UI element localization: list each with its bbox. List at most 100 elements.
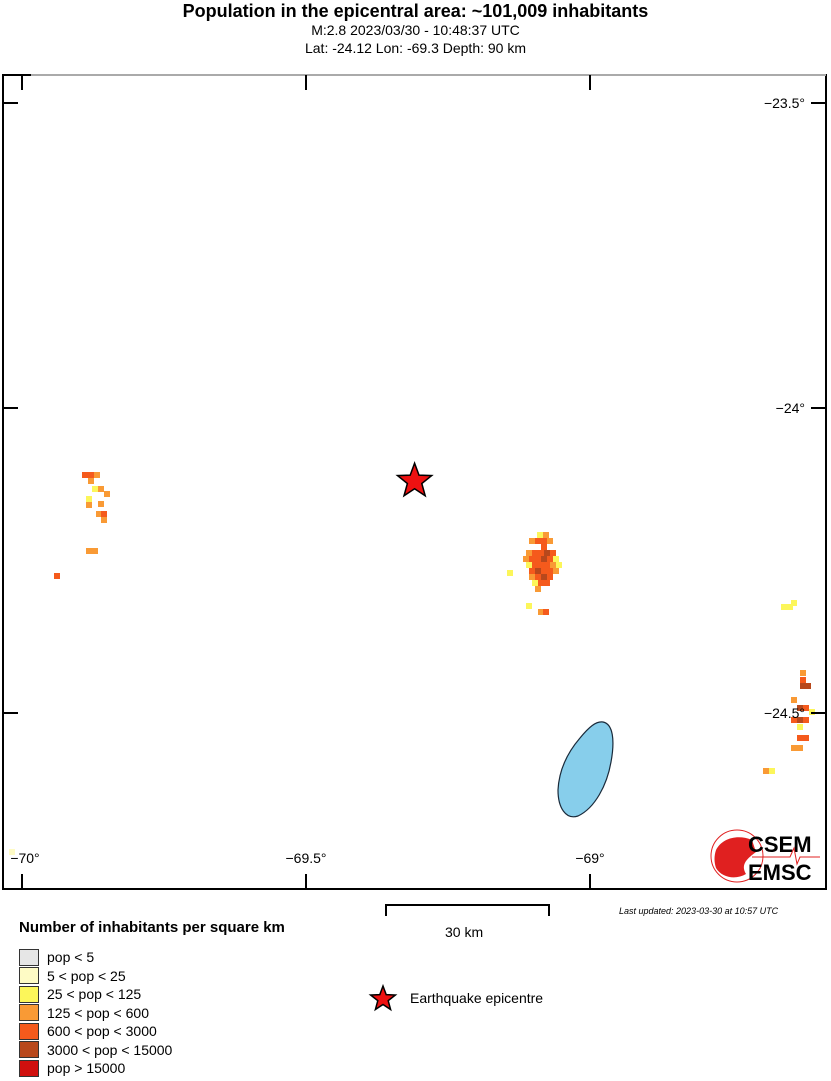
lon-tick-label: −69° [575, 850, 604, 866]
population-cell [541, 556, 547, 562]
population-cell [797, 724, 803, 730]
lon-tick-label: −69.5° [285, 850, 326, 866]
population-cell [532, 550, 538, 556]
epicenter-star-icon [395, 461, 434, 498]
population-cell [541, 544, 547, 550]
population-cell [556, 562, 562, 568]
population-cell [791, 697, 797, 703]
legend-epicentre-label: Earthquake epicentre [410, 990, 544, 1006]
population-cell [54, 573, 60, 579]
svg-text:CSEM: CSEM [748, 832, 812, 857]
population-cell [82, 472, 88, 478]
legend-swatch [19, 967, 39, 984]
population-cell [523, 556, 529, 562]
population-cell [547, 556, 553, 562]
population-cell [791, 600, 797, 606]
population-cell [541, 574, 547, 580]
population-cell [507, 570, 513, 576]
population-cell [92, 486, 98, 492]
legend-swatch [19, 1041, 39, 1058]
population-cell [104, 491, 110, 497]
population-cell [797, 745, 803, 751]
legend-item: 25 < pop < 125 [19, 985, 141, 1003]
svg-text:EMSC: EMSC [748, 860, 812, 885]
population-cell [538, 580, 544, 586]
legend-label: 25 < pop < 125 [47, 986, 142, 1002]
legend-item: pop < 5 [19, 948, 94, 966]
population-cell [94, 472, 100, 478]
population-cell [535, 556, 541, 562]
scale-bar [385, 904, 550, 916]
population-cell [787, 604, 793, 610]
population-cell [532, 580, 538, 586]
population-cell [526, 562, 532, 568]
csem-emsc-logo: CSEM EMSC [710, 829, 820, 885]
population-cell [535, 538, 541, 544]
population-cell [544, 550, 550, 556]
population-cell [101, 517, 107, 523]
legend-item: 5 < pop < 25 [19, 967, 126, 985]
legend-star-icon [368, 983, 398, 1012]
population-cell [550, 550, 556, 556]
population-cell [86, 502, 92, 508]
legend-label: 600 < pop < 3000 [47, 1023, 157, 1039]
population-cell [86, 496, 92, 502]
population-cell [9, 849, 15, 855]
population-cell [553, 556, 559, 562]
population-cell [800, 670, 806, 676]
population-cell [529, 574, 535, 580]
population-cell [86, 548, 92, 554]
population-cell [800, 677, 806, 683]
population-cell [541, 568, 547, 574]
legend-item: 600 < pop < 3000 [19, 1022, 157, 1040]
legend-label: pop > 15000 [47, 1060, 126, 1076]
population-cell [529, 568, 535, 574]
population-cell [803, 717, 809, 723]
last-updated: Last updated: 2023-03-30 at 10:57 UTC [619, 906, 779, 916]
legend-swatch [19, 985, 39, 1003]
event-location: Lat: -24.12 Lon: -69.3 Depth: 90 km [304, 40, 527, 56]
population-cell [797, 705, 803, 711]
legend-label: 5 < pop < 25 [47, 967, 126, 984]
population-cell [547, 568, 553, 574]
event-info: M:2.8 2023/03/30 - 10:48:37 UTC [311, 22, 520, 38]
population-cell [529, 538, 535, 544]
legend-label: 3000 < pop < 15000 [47, 1041, 173, 1058]
population-cell [550, 562, 556, 568]
population-cell [781, 604, 787, 610]
population-cell [538, 562, 544, 568]
legend-swatch [19, 1022, 39, 1040]
population-cell [805, 683, 811, 689]
legend-swatch [19, 1059, 39, 1077]
population-raster [9, 472, 815, 855]
legend-item: 3000 < pop < 15000 [19, 1041, 172, 1059]
legend-swatch [19, 948, 39, 966]
lat-tick-label: −23.5° [764, 95, 805, 111]
population-cell [803, 705, 809, 711]
population-cell [543, 609, 549, 615]
legend-label: 125 < pop < 600 [47, 1004, 149, 1021]
population-cell [543, 532, 549, 538]
population-cell [88, 472, 94, 478]
population-cell [797, 717, 803, 723]
population-cell [96, 511, 102, 517]
population-cell [537, 532, 543, 538]
map-title: Population in the epicentral area: ~101,… [182, 1, 649, 21]
legend-item: pop > 15000 [19, 1059, 125, 1077]
population-cell [526, 603, 532, 609]
population-cell [544, 580, 550, 586]
population-cell [98, 486, 104, 492]
population-cell [532, 562, 538, 568]
population-cell [791, 745, 797, 751]
population-cell [88, 478, 94, 484]
lat-tick-label: −24.5° [764, 705, 805, 721]
lake [557, 721, 614, 818]
legend-title: Number of inhabitants per square km [19, 919, 285, 936]
legend-label: pop < 5 [47, 949, 95, 965]
population-cell [797, 735, 803, 741]
population-cell [535, 568, 541, 574]
population-cell [541, 538, 547, 544]
lon-tick-label: −70° [10, 850, 39, 866]
population-cell [800, 683, 806, 689]
